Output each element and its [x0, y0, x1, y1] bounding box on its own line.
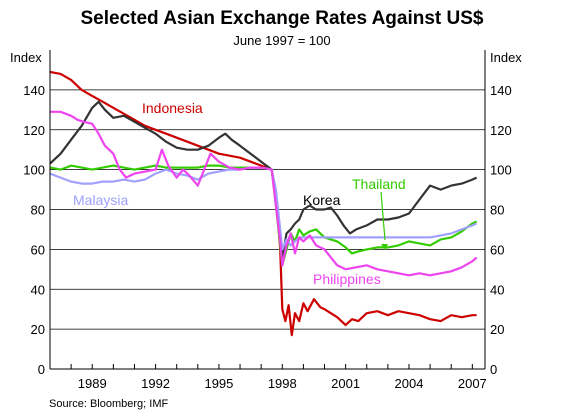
- source-note: Source: Bloomberg; IMF: [49, 398, 168, 410]
- series-line-malaysia: [49, 166, 478, 251]
- y-tick-label-right: 0: [490, 362, 497, 377]
- y-tick-label-left: 140: [23, 83, 45, 98]
- y-tick-label-left: 20: [31, 322, 45, 337]
- y-tick-label-left: 80: [31, 203, 45, 218]
- x-tick-label: 2001: [331, 376, 360, 391]
- y-tick-label-left: 40: [31, 282, 45, 297]
- y-axis-label-left: Index: [10, 50, 42, 65]
- series-label-malaysia: Malaysia: [73, 192, 128, 208]
- y-tick-label-right: 100: [490, 163, 512, 178]
- series-label-indonesia: Indonesia: [142, 100, 203, 116]
- x-tick-label: 1989: [78, 376, 107, 391]
- y-tick-label-left: 100: [23, 163, 45, 178]
- y-tick-label-left: 60: [31, 242, 45, 257]
- x-tick-label: 1992: [141, 376, 170, 391]
- series-line-indonesia: [49, 70, 477, 337]
- chart-subtitle: June 1997 = 100: [233, 33, 330, 48]
- axes: 0 0 20 20 40 40 60 60 80 80 100 100 120 120 140 140 1989…: [23, 50, 512, 391]
- series-line-philippines: [50, 110, 478, 277]
- x-tick-label: 2004: [395, 376, 424, 391]
- series-lines: [49, 70, 478, 337]
- y-tick-label-right: 140: [490, 83, 512, 98]
- y-tick-label-right: 120: [490, 123, 512, 138]
- x-tick-label: 2007: [458, 376, 487, 391]
- chart-title: Selected Asian Exchange Rates Against US…: [80, 8, 483, 29]
- x-tick-label: 1998: [268, 376, 297, 391]
- series-label-korea: Korea: [303, 192, 341, 208]
- y-tick-label-right: 20: [490, 322, 504, 337]
- thailand-arrowhead-icon: [381, 244, 388, 250]
- series-labels: Indonesia Korea Thailand Malaysia Philippine…: [73, 100, 406, 287]
- y-axis-label-right: Index: [490, 50, 522, 65]
- y-tick-label-left: 120: [23, 123, 45, 138]
- gridlines: [50, 89, 485, 330]
- series-label-philippines: Philippines: [313, 271, 381, 287]
- y-tick-label-left: 0: [38, 362, 45, 377]
- thailand-label-pointer: [380, 191, 386, 241]
- y-tick-label-right: 40: [490, 282, 504, 297]
- y-tick-label-right: 60: [490, 242, 504, 257]
- y-tick-label-right: 80: [490, 203, 504, 218]
- series-label-thailand: Thailand: [352, 176, 406, 192]
- x-tick-label: 1995: [204, 376, 233, 391]
